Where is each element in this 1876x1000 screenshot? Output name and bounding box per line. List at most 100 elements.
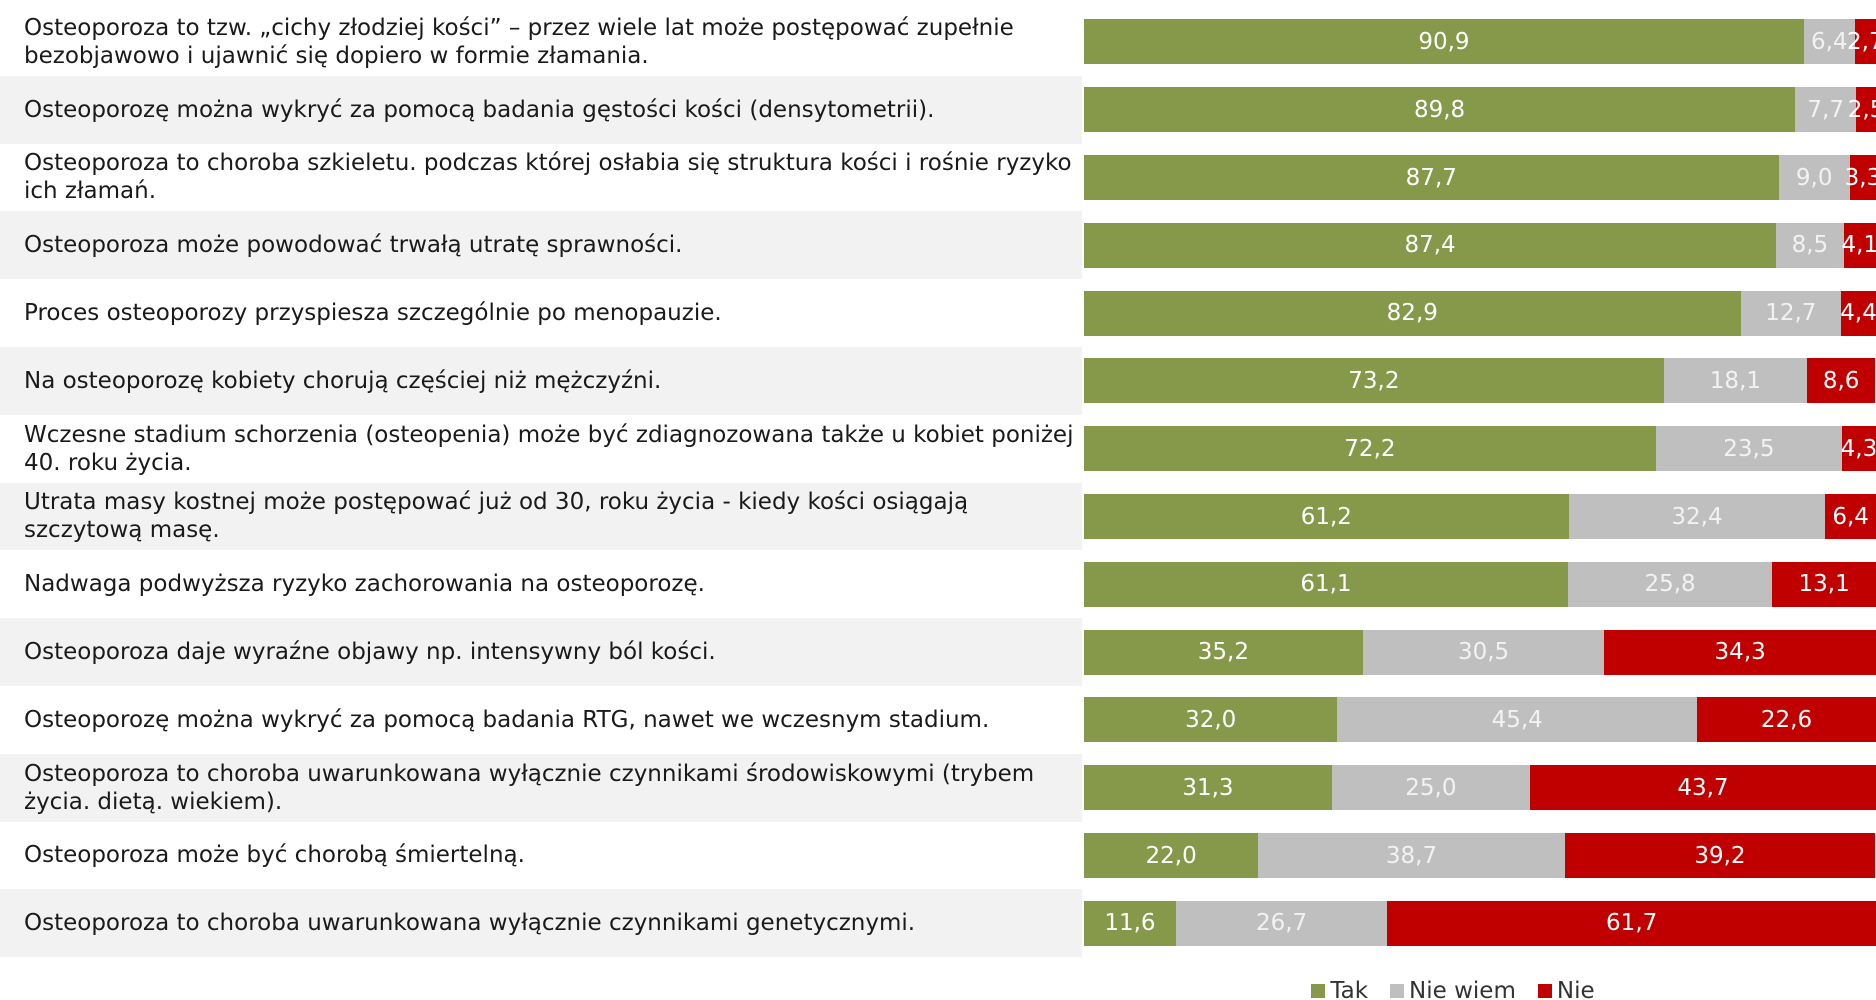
bar-segment: 6,4	[1803, 19, 1855, 65]
category-label: Utrata masy kostnej może postępować już …	[24, 489, 969, 544]
category-label: Osteoporoza to choroba uwarunkowana wyłą…	[24, 760, 1035, 815]
bar-segment: 4,3	[1840, 426, 1876, 472]
bar-segment: 4,1	[1841, 222, 1876, 268]
data-label: 38,7	[1385, 842, 1438, 869]
data-label: 12,7	[1765, 300, 1817, 327]
bar-segment: 11,6	[1084, 900, 1176, 946]
legend-swatch	[1390, 984, 1405, 998]
row-background	[0, 753, 1082, 822]
data-label: 22,0	[1145, 842, 1197, 869]
data-label: 2,7	[1847, 28, 1876, 55]
bar-segment: 23,5	[1655, 426, 1842, 472]
data-label: 25,8	[1644, 571, 1696, 598]
bar-segment: 61,1	[1084, 561, 1568, 607]
data-label: 32,0	[1185, 706, 1237, 733]
bar-segment: 39,2	[1564, 833, 1876, 878]
category-label: Osteoporoza to tzw. „cichy złodziej kośc…	[24, 14, 1014, 69]
data-label: 9,0	[1795, 164, 1833, 191]
category-label: Osteoporoza może powodować trwałą utratę…	[24, 232, 683, 259]
category-label: Osteoporoza może być chorobą śmiertelną.	[24, 842, 525, 869]
bar-segment: 61,2	[1084, 494, 1569, 539]
data-label: 61,2	[1300, 503, 1352, 530]
row-background	[0, 482, 1082, 551]
row-background	[0, 347, 1082, 415]
category-label: Osteoporoza to choroba uwarunkowana wyłą…	[24, 910, 916, 937]
data-label: 89,8	[1413, 96, 1466, 123]
bar-segment: 3,3	[1845, 155, 1876, 200]
bar-segment: 72,2	[1084, 426, 1656, 472]
bar-segment: 87,7	[1084, 155, 1779, 200]
data-label: 3,3	[1844, 164, 1876, 191]
bar-segment: 13,1	[1772, 561, 1876, 607]
data-label: 73,2	[1348, 367, 1400, 394]
bar-segment: 32,0	[1084, 697, 1338, 743]
bar-segment: 6,4	[1825, 494, 1876, 539]
data-label: 35,2	[1197, 639, 1249, 666]
bar-segment: 82,9	[1084, 290, 1741, 336]
data-label: 4,3	[1840, 435, 1876, 462]
bar-segment: 25,8	[1567, 561, 1773, 607]
data-label: 90,9	[1418, 28, 1470, 55]
data-label: 45,4	[1491, 706, 1543, 733]
data-label: 82,9	[1386, 300, 1438, 327]
bar-segment: 8,6	[1807, 358, 1876, 404]
bar-segment: 2,7	[1847, 19, 1876, 65]
bar-segment: 31,3	[1084, 765, 1332, 811]
data-label: 7,7	[1807, 96, 1844, 123]
bar-segment: 8,5	[1776, 222, 1844, 268]
category-label: Proces osteoporozy przyspiesza szczególn…	[24, 300, 722, 327]
bar-segment: 22,0	[1084, 833, 1259, 878]
bar-segment: 7,7	[1795, 87, 1857, 133]
data-label: 8,6	[1822, 367, 1860, 394]
category-label: Nadwaga podwyższa ryzyko zachorowania na…	[24, 571, 705, 598]
bar-segment: 43,7	[1529, 765, 1876, 811]
row-background	[0, 211, 1082, 280]
data-label: 39,2	[1694, 842, 1746, 869]
data-label: 25,0	[1405, 774, 1457, 801]
data-label: 23,5	[1723, 435, 1775, 462]
data-label: 26,7	[1255, 910, 1308, 937]
data-label: 31,3	[1182, 774, 1234, 801]
bar-segment: 2,5	[1848, 87, 1876, 133]
bar-segment: 4,4	[1840, 290, 1876, 336]
row-background	[0, 75, 1082, 144]
legend-swatch	[1311, 984, 1326, 998]
data-label: 6,4	[1832, 503, 1869, 530]
bar-segment: 9,0	[1778, 155, 1850, 200]
bar-segment: 22,6	[1697, 697, 1876, 743]
data-label: 18,1	[1709, 367, 1762, 394]
data-label: 61,1	[1300, 571, 1352, 598]
legend-label: Nie wiem	[1409, 978, 1516, 1000]
category-label: Na osteoporozę kobiety chorują częściej …	[24, 367, 662, 394]
bar-segment: 45,4	[1337, 697, 1697, 743]
data-label: 30,5	[1457, 639, 1510, 666]
bar-segment: 25,0	[1331, 765, 1530, 811]
bar-segment: 73,2	[1084, 358, 1664, 404]
bar-segment: 89,8	[1084, 87, 1796, 133]
legend-item: Tak	[1311, 978, 1368, 1000]
bar-segment: 87,4	[1084, 222, 1777, 268]
bar-segment: 90,9	[1084, 19, 1804, 65]
bar-segment: 30,5	[1362, 629, 1605, 675]
legend-label: Tak	[1330, 978, 1369, 1000]
category-label: Osteoporozę można wykryć za pomocą badan…	[24, 96, 935, 123]
data-label: 87,4	[1404, 232, 1456, 259]
bar-segment: 34,3	[1604, 629, 1876, 675]
legend-swatch	[1537, 984, 1552, 998]
legend: Tak Nie wiem Nie	[0, 978, 1876, 1000]
bar-segment: 38,7	[1258, 833, 1565, 878]
data-label: 43,7	[1677, 774, 1729, 801]
data-label: 11,6	[1104, 910, 1156, 937]
legend-label: Nie	[1556, 978, 1595, 1000]
data-label: 34,3	[1714, 639, 1766, 666]
data-label: 61,7	[1606, 910, 1658, 937]
data-label: 4,4	[1840, 300, 1876, 327]
data-label: 2,5	[1847, 96, 1876, 123]
category-label: Osteoporoza daje wyraźne objawy np. inte…	[24, 639, 716, 666]
row-background	[0, 889, 1082, 958]
category-label: Wczesne stadium schorzenia (osteopenia) …	[24, 421, 1074, 476]
legend-item: Nie wiem	[1390, 978, 1516, 1000]
bar-segment: 32,4	[1568, 494, 1826, 539]
